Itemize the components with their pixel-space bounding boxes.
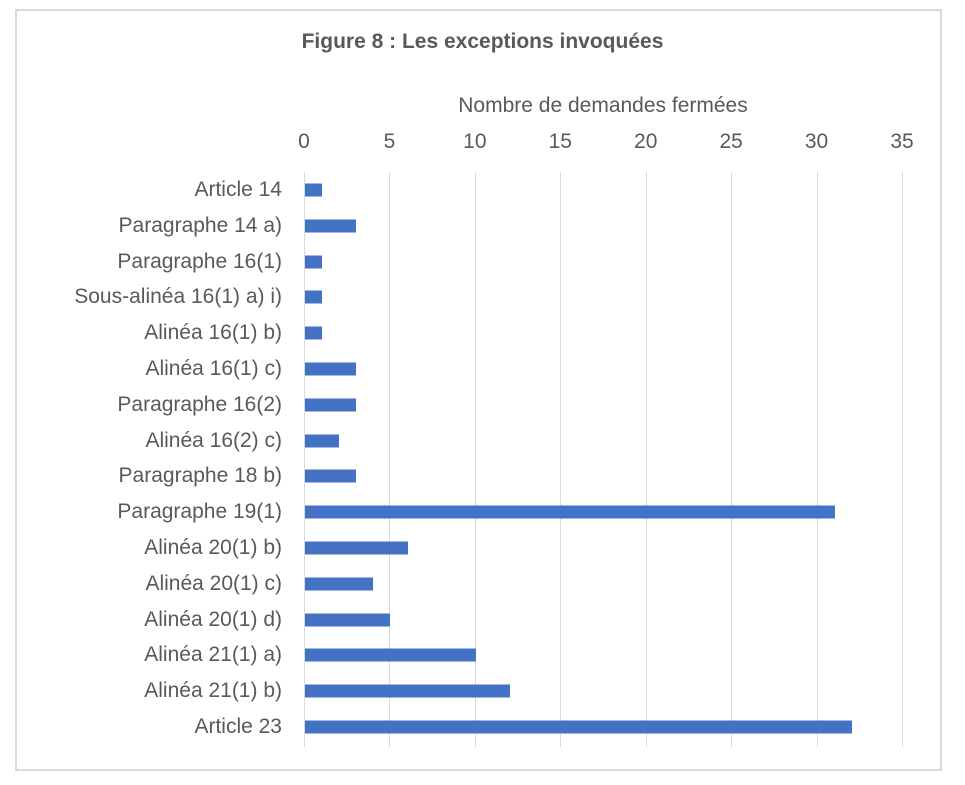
bar xyxy=(305,684,511,698)
chart-title: Figure 8 : Les exceptions invoquées xyxy=(301,30,664,53)
gridline xyxy=(731,172,732,747)
x-tick-label: 10 xyxy=(463,130,487,153)
bar xyxy=(305,648,476,662)
x-axis-label: Nombre de demandes fermées xyxy=(458,94,748,117)
gridline xyxy=(560,172,561,747)
gridline xyxy=(475,172,476,747)
x-tick-label: 0 xyxy=(298,130,310,153)
bar xyxy=(305,541,408,555)
gridline xyxy=(304,172,305,747)
bar xyxy=(305,290,323,304)
category-label: Paragraphe 18 b) xyxy=(118,464,282,488)
category-label: Alinéa 16(2) c) xyxy=(145,428,282,452)
bar xyxy=(305,362,357,376)
category-label: Paragraphe 19(1) xyxy=(117,500,282,524)
x-tick-label: 20 xyxy=(634,130,658,153)
bar xyxy=(305,505,835,519)
gridline xyxy=(389,172,390,747)
category-label: Article 14 xyxy=(194,178,282,201)
category-label: Alinéa 21(1) b) xyxy=(144,679,282,703)
category-label: Paragraphe 14 a) xyxy=(118,213,282,237)
category-label: Alinéa 20(1) b) xyxy=(144,536,282,559)
category-label: Sous-alinéa 16(1) a) i) xyxy=(74,285,282,309)
category-label: Paragraphe 16(2) xyxy=(117,392,282,416)
x-tick-label: 25 xyxy=(719,130,743,153)
bar xyxy=(305,434,340,448)
category-label: Alinéa 16(1) c) xyxy=(145,357,282,380)
category-label: Alinéa 20(1) d) xyxy=(144,607,282,631)
bar xyxy=(305,183,323,197)
category-label: Article 23 xyxy=(194,715,282,738)
bar xyxy=(305,398,357,412)
bar xyxy=(305,720,852,734)
gridline xyxy=(902,172,903,747)
x-tick-label: 30 xyxy=(804,130,829,153)
category-label: Paragraphe 16(1) xyxy=(117,249,282,273)
bar xyxy=(305,326,323,340)
bar xyxy=(305,219,357,233)
bar xyxy=(305,255,323,269)
chart-frame xyxy=(15,9,942,771)
bar xyxy=(305,613,391,627)
category-label: Alinéa 16(1) b) xyxy=(144,321,282,345)
category-label: Alinéa 21(1) a) xyxy=(144,643,282,667)
category-label: Alinéa 20(1) c) xyxy=(145,571,282,595)
x-tick-label: 15 xyxy=(548,130,572,153)
gridline xyxy=(646,172,647,747)
x-tick-label: 5 xyxy=(383,130,396,153)
bar xyxy=(305,577,374,591)
x-tick-label: 35 xyxy=(890,130,914,153)
gridline xyxy=(817,172,818,747)
bar xyxy=(305,469,357,483)
